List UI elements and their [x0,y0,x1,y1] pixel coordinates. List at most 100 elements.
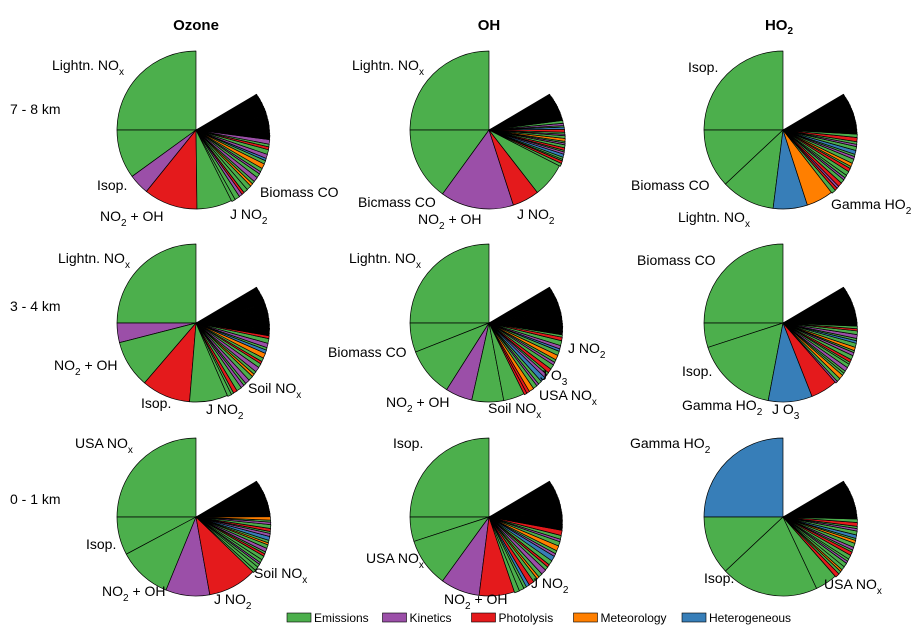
slice-label-part: USA NO [366,550,419,566]
slice-label-part: 2 [600,350,606,361]
slice-label: Isop. [688,59,718,75]
column-title: Ozone [173,17,219,34]
slice-label-part: 2 [757,407,763,418]
slice-label: NO2 + OH [418,211,482,232]
slice-label-part: Lightn. NO [349,250,416,266]
slice-label-part: Soil NO [248,380,296,396]
column-title-part: HO [765,17,788,34]
legend-label: Heterogeneous [709,611,791,625]
slice-label-part: x [419,560,424,571]
slice-label: NO2 + OH [100,208,164,229]
slice-label-part: + OH [129,583,166,599]
slice-label-part: 2 [123,593,129,604]
slice-label-part: Soil NO [254,565,302,581]
slice-label-part: J NO [517,206,549,222]
slice-label: Biomass CO [631,177,710,193]
slice-label-part: Isop. [688,59,718,75]
pie-slice-small [488,286,552,324]
slice-label-part: NO [444,591,465,607]
slice-label-part: 2 [439,221,445,232]
slice-label: NO2 + OH [102,583,166,604]
slice-label: J NO2 [206,401,244,422]
pie-slice-small [782,286,845,324]
pie-slice [409,129,490,195]
slice-label-part: USA NO [75,435,128,451]
slice-label: Biomass CO [260,184,339,200]
slice-label-part: Isop. [704,570,734,586]
slice-label: J NO2 [230,206,268,227]
slice-label-part: x [745,219,750,230]
slice-label-part: Lightn. NO [352,57,419,73]
legend: Emissions Kinetics Photolysis Meteorology He… [286,611,791,625]
slice-label-part: 2 [563,585,569,596]
slice-label-part: J NO [214,591,246,607]
slice-label-part: + OH [471,591,508,607]
column-title: OH [478,17,501,34]
slice-label: Isop. [97,177,127,193]
slice-label-part: J NO [568,340,600,356]
slice-label-part: NO [418,211,439,227]
slice-label-part: 2 [407,404,413,415]
slice-label-part: + OH [127,208,164,224]
slice-label-part: 2 [246,601,252,612]
slice-label: J O3 [772,401,800,422]
column-title-part: OH [478,17,501,34]
slice-label-part: x [416,260,421,271]
slice-label: NO2 + OH [386,394,450,415]
pie-slice [725,516,817,597]
slice-label-part: 2 [121,218,127,229]
slice-label-part: x [128,445,133,456]
slice-label-part: Isop. [86,536,116,552]
slice-label-part: x [296,390,301,401]
pie-slice-small [782,93,846,131]
slice-label-part: Lightn. NO [678,209,745,225]
slice-label: USA NOx [539,387,597,408]
pie-slice [409,50,490,131]
column-title-part: Ozone [173,17,219,34]
slice-label-part: x [302,575,307,586]
slice-label: USA NOx [366,550,424,571]
slice-label: Lightn. NOx [349,250,421,271]
pie-slice [703,129,784,185]
slice-label: Gamma HO2 [682,397,763,418]
slice-label-part: NO [102,583,123,599]
legend-swatch [382,612,407,623]
slice-label-part: 3 [794,411,800,422]
slice-label-part: + OH [445,211,482,227]
slice-label-part: + OH [413,394,450,410]
slice-label-part: J NO [206,401,238,417]
slice-label-part: USA NO [539,387,592,403]
row-title: 3 - 4 km [10,298,61,314]
pie-slice [116,50,197,131]
slice-label: Isop. [393,435,423,451]
slice-label-part: 2 [75,367,81,378]
slice-label-part: 2 [906,206,912,217]
row-title: 0 - 1 km [10,491,61,507]
pie-slice [116,437,197,518]
slice-label: Soil NOx [488,400,541,421]
slice-label-part: Bicmass CO [358,194,436,210]
legend-swatch [573,612,598,623]
slice-label-part: x [592,397,597,408]
legend-label: Meteorology [601,611,667,625]
pie-slice [442,129,514,210]
legend-label: Photolysis [499,611,554,625]
legend-swatch [471,612,496,623]
slice-label-part: 2 [465,601,471,612]
slice-label-part: J NO [531,575,563,591]
slice-label-part: 2 [262,216,268,227]
slice-label: Biomass CO [637,252,716,268]
slice-label: Biomass CO [328,344,407,360]
slice-label-part: Gamma HO [682,397,757,413]
legend-swatch [681,612,707,623]
slice-label-part: 2 [238,411,244,422]
slice-label-part: J NO [230,206,262,222]
slice-label-part: Isop. [141,395,171,411]
slice-label-part: Biomass CO [260,184,339,200]
column-title-part: 2 [787,26,793,37]
pie-slice-small [782,480,846,518]
pie-slice [703,516,784,572]
